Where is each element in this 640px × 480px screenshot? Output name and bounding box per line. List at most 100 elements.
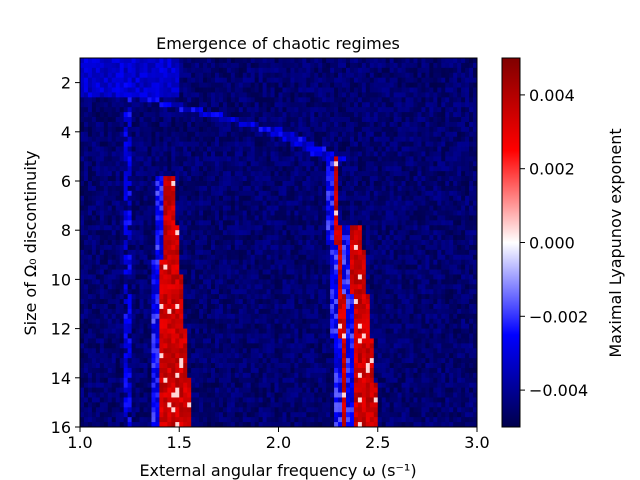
heatmap-cell (345, 181, 351, 187)
heatmap-cell (87, 102, 93, 108)
heatmap-cell (449, 176, 454, 182)
heatmap-cell (187, 121, 192, 128)
heatmap-cell (453, 156, 458, 162)
heatmap-cell (465, 166, 470, 172)
heatmap-cell (433, 58, 438, 64)
heatmap-cell (282, 131, 287, 138)
heatmap-cell (282, 284, 287, 290)
heatmap-cell (199, 289, 204, 295)
heatmap-cell (91, 67, 97, 74)
heatmap-cell (131, 121, 136, 128)
heatmap-cell (214, 92, 220, 98)
heatmap-cell (385, 254, 391, 261)
heatmap-cell (405, 136, 410, 143)
heatmap-cell (465, 112, 470, 118)
heatmap-cell (226, 210, 232, 216)
heatmap-cell (159, 121, 164, 128)
heatmap-cell (230, 151, 236, 157)
heatmap-cell (83, 62, 89, 69)
heatmap-cell (294, 146, 299, 152)
heatmap-cell (298, 195, 303, 202)
heatmap-cell (425, 151, 430, 157)
heatmap-cell (107, 264, 113, 270)
heatmap-cell (282, 92, 287, 98)
heatmap-cell (95, 131, 101, 138)
heatmap-cell (211, 195, 216, 202)
heatmap-cell (238, 244, 244, 251)
heatmap-cell (314, 97, 319, 103)
heatmap-cell (250, 176, 256, 182)
heatmap-cell (393, 200, 398, 206)
heatmap-cell (469, 259, 474, 266)
heatmap-cell (345, 146, 351, 152)
heatmap-cell (155, 97, 160, 103)
heatmap-cell (187, 264, 192, 270)
heatmap-cell (187, 225, 192, 231)
heatmap-cell (278, 97, 283, 103)
heatmap-cell (179, 240, 184, 246)
heatmap-cell (258, 62, 264, 69)
heatmap-cell (131, 185, 136, 192)
heatmap-cell (393, 151, 398, 157)
heatmap-cell (151, 136, 156, 143)
heatmap-cell (107, 225, 113, 231)
heatmap-cell (349, 264, 355, 270)
heatmap-cell (91, 289, 97, 295)
heatmap-cell (409, 284, 414, 290)
heatmap-cell (338, 200, 343, 206)
heatmap-cell (437, 87, 442, 93)
heatmap-cell (214, 77, 220, 83)
heatmap-cell (421, 220, 426, 226)
heatmap-cell (449, 279, 454, 285)
heatmap-cell (119, 249, 125, 256)
heatmap-cell (306, 136, 311, 143)
heatmap-cell (107, 136, 113, 143)
heatmap-cell (425, 215, 430, 221)
heatmap-cell (222, 112, 228, 118)
heatmap-cell (131, 230, 136, 236)
heatmap-cell (103, 294, 109, 300)
heatmap-cell (286, 210, 291, 216)
heatmap-cell (469, 220, 474, 226)
heatmap-cell (314, 67, 319, 74)
heatmap-cell (401, 264, 406, 270)
heatmap-cell (191, 254, 196, 261)
heatmap-cell (274, 146, 279, 152)
heatmap-cell (326, 279, 331, 285)
heatmap-cell (127, 289, 133, 295)
heatmap-cell (290, 72, 295, 79)
heatmap-cell (274, 67, 279, 74)
heatmap-cell (318, 166, 323, 172)
heatmap-cell (437, 136, 442, 143)
heatmap-cell (306, 126, 311, 133)
heatmap-cell (238, 269, 244, 275)
heatmap-cell (131, 181, 136, 187)
heatmap-cell (159, 171, 164, 177)
heatmap-cell (302, 87, 307, 93)
heatmap-cell (155, 264, 160, 270)
heatmap-cell (127, 279, 133, 285)
heatmap-cell (167, 136, 172, 143)
heatmap-cell (115, 185, 121, 192)
heatmap-cell (377, 126, 383, 133)
heatmap-cell (87, 220, 93, 226)
heatmap-cell (234, 87, 240, 93)
heatmap-cell (357, 102, 363, 108)
heatmap-cell (238, 284, 244, 290)
heatmap-cell (381, 121, 387, 128)
heatmap-cell (99, 62, 105, 69)
heatmap-cell (246, 131, 252, 138)
heatmap-cell (330, 166, 335, 172)
heatmap-cell (373, 185, 379, 192)
heatmap-cell (123, 215, 129, 221)
heatmap-cell (234, 195, 240, 202)
heatmap-cell (230, 240, 236, 246)
heatmap-cell (290, 131, 295, 138)
heatmap-cell (111, 235, 117, 241)
heatmap-cell (87, 215, 93, 221)
heatmap-cell (409, 146, 414, 152)
heatmap-cell (179, 195, 184, 202)
heatmap-cell (83, 269, 89, 275)
heatmap-cell (211, 190, 216, 197)
heatmap-cell (445, 131, 450, 138)
